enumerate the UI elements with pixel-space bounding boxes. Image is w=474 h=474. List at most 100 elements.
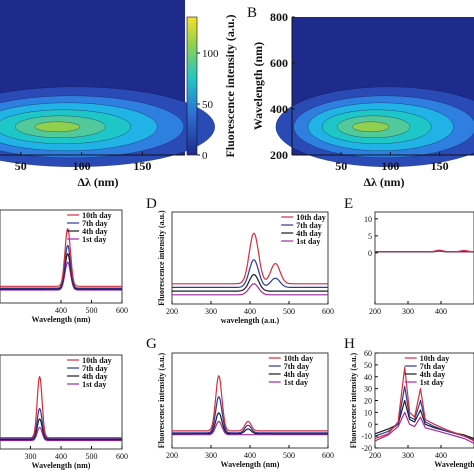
panel-g-xlabel: Wavelength (nm) <box>221 460 280 469</box>
panel-c-series-7th-day <box>0 244 122 289</box>
panel-b-ytick-label: 200 <box>270 148 288 162</box>
panel-d-xtick-label: 500 <box>283 307 295 316</box>
panel-g-xtick-label: 500 <box>283 451 295 460</box>
colorbar-tick-50: 50 <box>202 99 214 111</box>
panel-b-xlabel: Δλ (nm) <box>363 175 404 189</box>
panel-h-xtick-label: 300 <box>402 451 414 460</box>
panel-e-ytick-label: 5 <box>368 232 372 241</box>
panel-d-ylabel: Fluorescence intensity (a.u.) <box>157 210 166 306</box>
panel-e-xtick-label: 200 <box>369 307 381 316</box>
panel-b-x-ticks: 50 100 150 <box>335 152 449 173</box>
panel-a-contour-level-6 <box>34 121 81 133</box>
panel-f-series-1st-day <box>0 426 122 442</box>
panel-b-label: B <box>247 5 257 21</box>
panel-b-xtick-label: 100 <box>381 159 399 173</box>
panel-d-legend-entry: 7th day <box>296 221 322 230</box>
panel-d-legend-entry: 1st day <box>296 237 320 246</box>
panel-d-label: D <box>146 196 157 212</box>
panel-b-xtick-label: 50 <box>335 159 347 173</box>
panel-d-legend-entry: 10th day <box>296 213 326 222</box>
panel-b-ytick-label: 600 <box>270 56 288 70</box>
panel-a-xtick-label: 150 <box>133 159 151 173</box>
panel-e-xtick-label: 300 <box>402 307 414 316</box>
panel-h-legend-entry: 10th day <box>420 354 450 363</box>
panel-g-xtick-label: 200 <box>166 451 178 460</box>
panel-a-xlabel: Δλ (nm) <box>77 175 118 189</box>
panel-h-legend-entry: 4th day <box>420 370 446 379</box>
panel-f-xtick-label: 500 <box>86 452 98 461</box>
panel-e: E 200 300 400 0 5 10 <box>344 196 474 316</box>
panel-c-series-1st-day <box>0 261 122 291</box>
panel-f-series-10th-day <box>0 376 122 439</box>
panel-g-series-10th-day <box>172 375 328 432</box>
panel-e-ytick-label: 0 <box>368 249 372 258</box>
panel-e-series-10th-day <box>375 249 474 253</box>
panel-c-series-4th-day <box>0 253 122 290</box>
panel-h-ytick-label: 0 <box>368 420 372 429</box>
panel-h-ytick-label: 50 <box>364 361 372 370</box>
panel-e-ytick-label: 10 <box>364 215 372 224</box>
panel-g-ylabel: Fluorescence intensity (a.u.) <box>157 352 166 448</box>
panel-h-ytick-label: 30 <box>364 385 372 394</box>
panel-c-legend-entry: 4th day <box>82 227 108 236</box>
panel-a: 50 100 150 Δλ (nm) 0 50 100 Fluorescence i… <box>0 0 237 189</box>
panel-f-xlabel: Wavelength (nm) <box>32 461 91 470</box>
colorbar-label: Fluorescence intensity (a.u.) <box>223 14 237 157</box>
panel-h-xlabel: Wavelength <box>434 460 474 469</box>
panel-h-xtick-label: 200 <box>369 451 381 460</box>
panel-h-legend-entry: 1st day <box>420 378 444 387</box>
panel-g-series-4th-day <box>172 412 328 435</box>
panel-c-series-10th-day <box>0 228 122 287</box>
panel-g-legend-entry: 4th day <box>284 370 310 379</box>
panel-f-xtick-label: 300 <box>25 452 37 461</box>
panel-d-series-1st-day <box>172 283 328 296</box>
panel-h-ytick-label: 60 <box>364 349 372 358</box>
panel-d-xtick-label: 400 <box>244 307 256 316</box>
panel-c-xtick-label: 500 <box>86 306 98 315</box>
panel-c-xtick-label: 600 <box>116 306 128 315</box>
panel-b-ytick-label: 800 <box>270 10 288 24</box>
panel-g-xtick-label: 300 <box>205 451 217 460</box>
panel-c-legend-entry: 1st day <box>82 235 106 244</box>
panel-c-xlabel: Wavelength (nm) <box>32 315 91 324</box>
panel-b-ytick-label: 400 <box>270 102 288 116</box>
panel-e-frame <box>374 211 474 305</box>
panel-d-legend-entry: 4th day <box>296 229 322 238</box>
panel-b-ylabel: Wavelength (nm) <box>251 42 265 130</box>
panel-f-series-4th-day <box>0 418 122 441</box>
panel-g-xtick-label: 400 <box>244 451 256 460</box>
colorbar-tick-0: 0 <box>202 150 208 162</box>
panel-d-series-7th-day <box>172 259 328 288</box>
panel-g-label: G <box>146 336 157 352</box>
panel-c-legend-entry: 10th day <box>82 211 112 220</box>
panel-a-heatmap <box>0 86 216 168</box>
panel-h-label: H <box>344 336 355 352</box>
panel-e-label: E <box>344 196 353 212</box>
panel-b-xtick-label: 150 <box>431 159 449 173</box>
panel-d-xtick-label: 200 <box>166 307 178 316</box>
panel-g-xtick-label: 600 <box>322 451 334 460</box>
panel-g: G 200 300 400 500 600 Wavelength (nm) Fluoresc… <box>146 336 334 469</box>
panel-h: H 200 300 400 -20 -10 0 10 20 30 40 50 60 Wavelength… <box>344 336 474 469</box>
panel-f-xtick-label: 600 <box>116 452 128 461</box>
panel-h-legend-entry: 7th day <box>420 362 446 371</box>
panel-a-x-ticks: 50 100 150 <box>15 152 151 173</box>
colorbar-ticks: 0 50 100 <box>197 48 219 162</box>
panel-h-ytick-label: 10 <box>364 408 372 417</box>
panel-b-heatmap <box>275 86 474 168</box>
panel-h-series-7th-day <box>374 385 474 441</box>
panel-d-series-4th-day <box>172 274 328 292</box>
panel-d-xtick-label: 600 <box>322 307 334 316</box>
panel-h-ytick-label: -20 <box>361 444 372 453</box>
panel-f-xtick-label: 400 <box>55 452 67 461</box>
panel-h-ytick-label: 40 <box>364 373 372 382</box>
panel-a-xtick-label: 50 <box>15 159 27 173</box>
panel-d: D 200 300 400 500 600 wavelength (a.u.) Fluore… <box>146 196 334 325</box>
panel-c-xtick-label: 400 <box>55 306 67 315</box>
panel-f-legend-entry: 7th day <box>82 364 108 373</box>
panel-f-legend-entry: 10th day <box>82 356 112 365</box>
panel-h-ylabel: Fluorescence intensity (a.u.) <box>349 352 358 448</box>
